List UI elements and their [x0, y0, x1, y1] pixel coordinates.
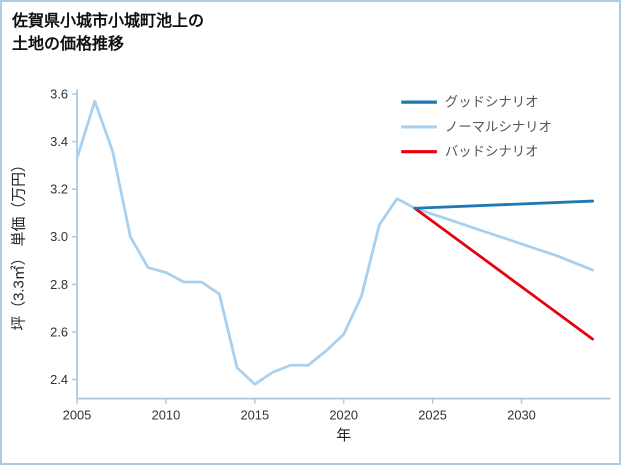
y-tick-label: 3.4	[50, 134, 68, 149]
chart-title-line1: 佐賀県小城市小城町池上の	[12, 13, 205, 30]
legend-label-good-scenario: グッドシナリオ	[445, 95, 539, 110]
y-tick-label: 3.2	[50, 182, 68, 197]
y-tick-label: 2.8	[50, 277, 68, 292]
y-tick-label: 2.6	[50, 324, 68, 339]
legend-label-bad-scenario: バッドシナリオ	[445, 144, 539, 159]
x-tick-label: 2015	[240, 407, 269, 422]
series-bad-scenario	[413, 206, 595, 341]
chart-title-line2: 土地の価格推移	[12, 36, 125, 54]
y-tick-label: 3.0	[50, 229, 68, 244]
y-axis-label: 坪（3.3㎡） 単価（万円）	[10, 157, 27, 330]
x-tick-label: 2010	[152, 407, 181, 422]
y-tick-label: 2.4	[50, 372, 68, 387]
x-tick-label: 2005	[63, 407, 92, 422]
x-tick-label: 2030	[507, 407, 536, 422]
x-tick-label: 2025	[418, 407, 447, 422]
y-tick-label: 3.6	[50, 86, 68, 101]
chart-title: 佐賀県小城市小城町池上の 土地の価格推移	[12, 10, 204, 56]
series-normal-scenario	[413, 206, 595, 272]
x-axis-label: 年	[336, 427, 351, 444]
series-good-scenario	[413, 199, 595, 210]
legend-label-normal-scenario: ノーマルシナリオ	[445, 119, 552, 134]
x-tick-label: 2020	[329, 407, 358, 422]
series-history	[75, 99, 417, 386]
